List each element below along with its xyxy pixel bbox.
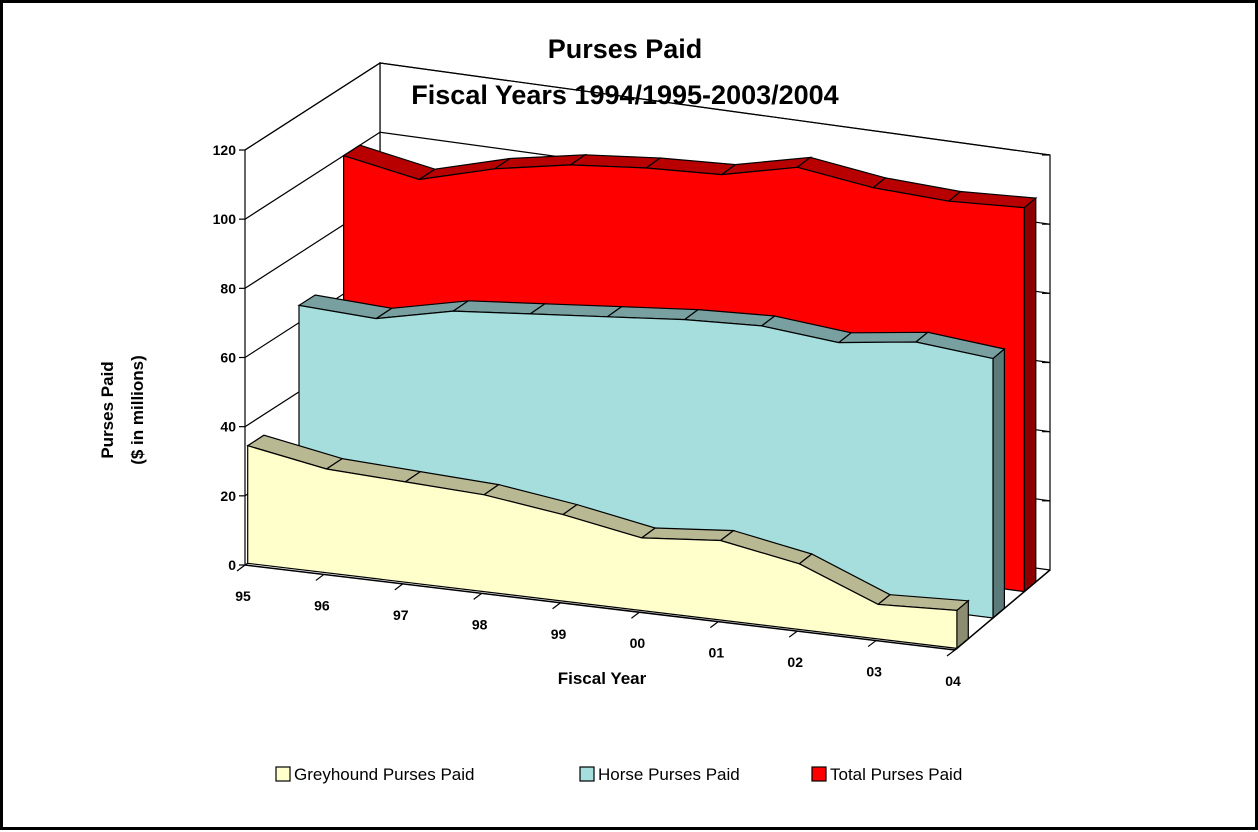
y-axis-label-line1: Purses Paid <box>98 361 117 458</box>
chart-subtitle: Fiscal Years 1994/1995-2003/2004 <box>411 80 838 110</box>
series-1-top-segment <box>837 331 930 344</box>
y-tick-labels: 0 20 40 60 80 100 120 <box>213 142 237 573</box>
x-tick-mark <box>867 640 877 648</box>
x-tick-mark <box>552 602 561 610</box>
x-tick-label: 96 <box>314 597 330 613</box>
series-1-end-cap <box>992 347 1006 620</box>
y-tick-label: 0 <box>228 557 236 573</box>
floor-depth-edge <box>954 569 1051 651</box>
legend-label: Horse Purses Paid <box>598 765 740 784</box>
y-tick-label: 20 <box>220 488 236 504</box>
legend-swatch <box>275 766 291 782</box>
x-tick-label: 02 <box>787 654 803 670</box>
x-tick-label: 98 <box>472 616 488 632</box>
chart-areas <box>246 144 1038 650</box>
x-axis-line <box>244 564 956 651</box>
legend-label: Total Purses Paid <box>830 765 962 784</box>
x-tick-mark <box>473 592 483 600</box>
x-tick-mark <box>709 621 719 629</box>
gridline <box>244 62 1051 156</box>
x-tick-label: 04 <box>945 673 961 689</box>
x-tick-label: 97 <box>393 607 409 623</box>
x-tick-mark <box>788 630 798 638</box>
legend-label: Greyhound Purses Paid <box>294 765 475 784</box>
x-tick-label: 95 <box>235 588 251 604</box>
series-2-end-cap <box>1023 196 1037 593</box>
legend: Greyhound Purses Paid Horse Purses Paid To… <box>275 765 962 784</box>
y-axis-label-line2: ($ in millions) <box>128 355 147 465</box>
y-tick-label: 120 <box>213 142 237 158</box>
y-axis-label: Purses Paid ($ in millions) <box>98 355 147 465</box>
x-tick-mark <box>946 649 956 657</box>
x-tick-labels: 95 96 97 98 99 00 01 02 03 04 <box>235 588 961 689</box>
x-tick-label: 99 <box>551 626 567 642</box>
x-axis-label: Fiscal Year <box>558 669 647 688</box>
x-tick-mark <box>315 573 325 581</box>
chart-title: Purses Paid <box>548 34 703 64</box>
y-tick-label: 40 <box>220 419 236 435</box>
y-tick-label: 80 <box>220 280 236 296</box>
y-tick-label: 100 <box>213 211 237 227</box>
chart-axes <box>236 149 1051 657</box>
legend-swatch <box>811 766 827 782</box>
x-tick-label: 03 <box>866 664 882 680</box>
x-tick-mark <box>631 611 640 619</box>
chart-svg: 0 20 40 60 80 100 120 95 96 97 98 99 00 01 02 03 04 Pur… <box>98 34 1051 784</box>
x-tick-mark <box>394 583 404 591</box>
series-0-front-face <box>247 444 958 650</box>
x-tick-label: 00 <box>630 635 646 651</box>
x-tick-mark <box>236 564 246 572</box>
series-0-area <box>246 434 970 650</box>
x-tick-label: 01 <box>709 645 725 661</box>
y-tick-label: 60 <box>220 350 236 366</box>
legend-swatch <box>579 766 595 782</box>
